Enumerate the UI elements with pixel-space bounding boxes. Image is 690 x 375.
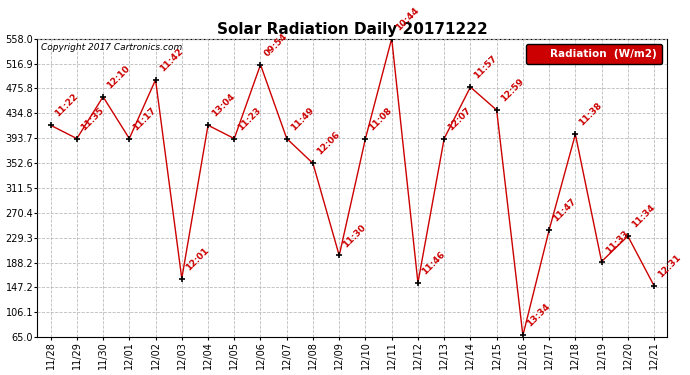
- Text: 11:33: 11:33: [604, 228, 630, 255]
- Legend: Radiation  (W/m2): Radiation (W/m2): [526, 44, 662, 64]
- Title: Solar Radiation Daily 20171222: Solar Radiation Daily 20171222: [217, 22, 488, 38]
- Text: 11:30: 11:30: [342, 222, 368, 249]
- Text: 13:04: 13:04: [210, 92, 237, 118]
- Text: 11:22: 11:22: [52, 92, 79, 118]
- Text: 11:08: 11:08: [368, 105, 394, 132]
- Text: 12:31: 12:31: [656, 253, 683, 279]
- Text: 11:49: 11:49: [289, 105, 315, 132]
- Text: 09:54: 09:54: [263, 32, 289, 58]
- Text: 11:42: 11:42: [157, 46, 184, 73]
- Text: 10:44: 10:44: [394, 5, 420, 32]
- Text: 12:07: 12:07: [446, 105, 473, 132]
- Text: 11:34: 11:34: [630, 203, 657, 229]
- Text: 11:47: 11:47: [551, 197, 578, 223]
- Text: 12:01: 12:01: [184, 245, 210, 272]
- Text: 11:38: 11:38: [578, 101, 604, 128]
- Text: 11:17: 11:17: [131, 105, 158, 132]
- Text: 12:10: 12:10: [105, 64, 132, 90]
- Text: 11:23: 11:23: [237, 105, 263, 132]
- Text: 13:34: 13:34: [525, 302, 552, 329]
- Text: 11:57: 11:57: [473, 54, 499, 81]
- Text: 11:35: 11:35: [79, 105, 106, 132]
- Text: 12:06: 12:06: [315, 130, 342, 157]
- Text: Copyright 2017 Cartronics.com: Copyright 2017 Cartronics.com: [41, 43, 182, 52]
- Text: 12:59: 12:59: [499, 77, 526, 104]
- Text: 11:46: 11:46: [420, 249, 446, 276]
